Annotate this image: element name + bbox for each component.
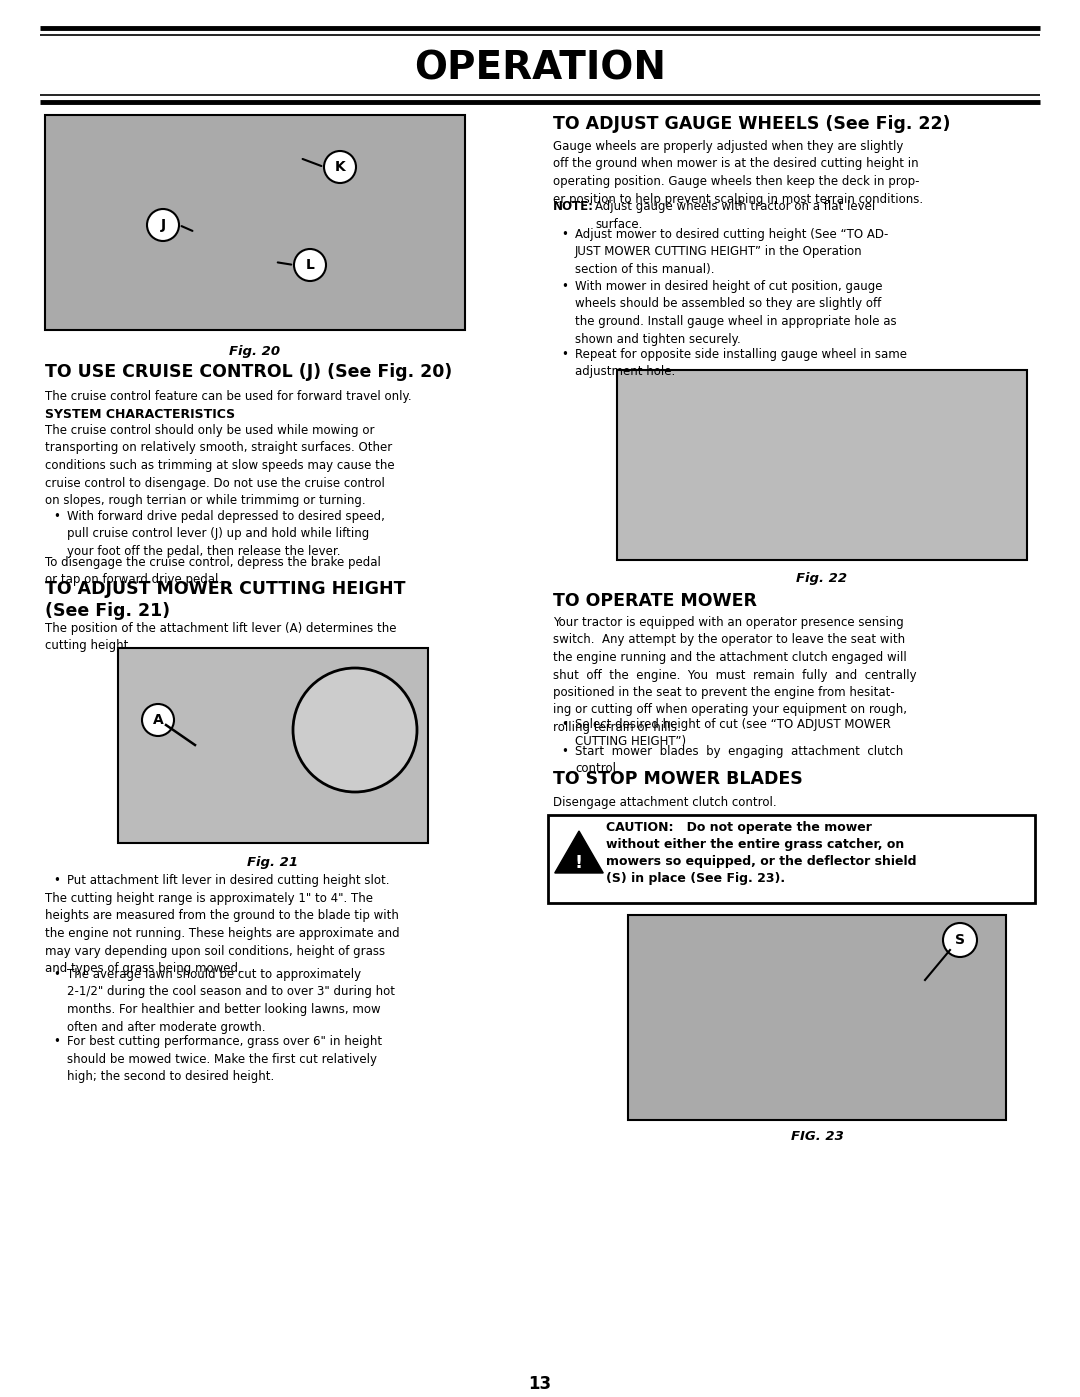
Text: With mower in desired height of cut position, gauge
wheels should be assembled s: With mower in desired height of cut posi… <box>575 279 896 345</box>
Text: TO ADJUST GAUGE WHEELS (See Fig. 22): TO ADJUST GAUGE WHEELS (See Fig. 22) <box>553 115 950 133</box>
Text: •: • <box>561 718 568 731</box>
Bar <box>45 115 465 330</box>
Text: The cutting height range is approximately 1" to 4". The
heights are measured fro: The cutting height range is approximatel… <box>45 893 400 975</box>
Text: J: J <box>161 218 165 232</box>
Text: Select desired height of cut (see “TO ADJUST MOWER
CUTTING HEIGHT”): Select desired height of cut (see “TO AD… <box>575 718 891 749</box>
Text: •: • <box>53 510 59 522</box>
Text: OPERATION: OPERATION <box>414 49 666 87</box>
Circle shape <box>294 249 326 281</box>
Text: The cruise control feature can be used for forward travel only.: The cruise control feature can be used f… <box>45 390 411 402</box>
Text: L: L <box>306 258 314 272</box>
Bar <box>627 915 1005 1120</box>
Text: SYSTEM CHARACTERISTICS: SYSTEM CHARACTERISTICS <box>45 408 235 420</box>
Text: NOTE:: NOTE: <box>553 200 594 212</box>
Bar <box>617 370 1027 560</box>
Text: •: • <box>53 1035 59 1048</box>
Circle shape <box>324 151 356 183</box>
Text: Adjust mower to desired cutting height (See “TO AD-
JUST MOWER CUTTING HEIGHT” i: Adjust mower to desired cutting height (… <box>575 228 889 277</box>
Text: The average lawn should be cut to approximately
2-1/2" during the cool season an: The average lawn should be cut to approx… <box>67 968 395 1034</box>
Circle shape <box>293 668 417 792</box>
Text: CAUTION:   Do not operate the mower
without either the entire grass catcher, on
: CAUTION: Do not operate the mower withou… <box>606 821 917 886</box>
Text: •: • <box>561 279 568 293</box>
Text: •: • <box>53 875 59 887</box>
Text: Adjust gauge wheels with tractor on a flat level
surface.: Adjust gauge wheels with tractor on a fl… <box>595 200 875 231</box>
Text: •: • <box>561 228 568 242</box>
Text: TO OPERATE MOWER: TO OPERATE MOWER <box>553 592 757 610</box>
Text: •: • <box>561 745 568 759</box>
Text: For best cutting performance, grass over 6" in height
should be mowed twice. Mak: For best cutting performance, grass over… <box>67 1035 382 1083</box>
Text: •: • <box>561 348 568 360</box>
Text: Start  mower  blades  by  engaging  attachment  clutch
control.: Start mower blades by engaging attachmen… <box>575 745 903 775</box>
Polygon shape <box>555 831 604 873</box>
Circle shape <box>943 923 977 957</box>
Text: Repeat for opposite side installing gauge wheel in same
adjustment hole.: Repeat for opposite side installing gaug… <box>575 348 907 379</box>
Text: To disengage the cruise control, depress the brake pedal
or tap on forward drive: To disengage the cruise control, depress… <box>45 556 381 587</box>
Text: Disengage attachment clutch control.: Disengage attachment clutch control. <box>553 796 777 809</box>
Text: With forward drive pedal depressed to desired speed,
pull cruise control lever (: With forward drive pedal depressed to de… <box>67 510 384 557</box>
Text: Fig. 22: Fig. 22 <box>796 571 848 585</box>
Text: TO STOP MOWER BLADES: TO STOP MOWER BLADES <box>553 770 802 788</box>
Text: S: S <box>955 933 966 947</box>
Text: K: K <box>335 161 346 175</box>
Text: Gauge wheels are properly adjusted when they are slightly
off the ground when mo: Gauge wheels are properly adjusted when … <box>553 140 923 205</box>
Text: Fig. 21: Fig. 21 <box>247 856 298 869</box>
Text: Put attachment lift lever in desired cutting height slot.: Put attachment lift lever in desired cut… <box>67 875 390 887</box>
Circle shape <box>141 704 174 736</box>
Text: FIG. 23: FIG. 23 <box>791 1130 843 1143</box>
Text: The cruise control should only be used while mowing or
transporting on relativel: The cruise control should only be used w… <box>45 425 394 507</box>
Text: •: • <box>53 968 59 981</box>
Text: 13: 13 <box>528 1375 552 1393</box>
Bar <box>548 814 1035 902</box>
Text: A: A <box>152 712 163 726</box>
Bar <box>118 648 428 842</box>
Text: Fig. 20: Fig. 20 <box>229 345 281 358</box>
Text: The position of the attachment lift lever (A) determines the
cutting height.: The position of the attachment lift leve… <box>45 622 396 652</box>
Text: Your tractor is equipped with an operator presence sensing
switch.  Any attempt : Your tractor is equipped with an operato… <box>553 616 917 733</box>
Text: TO USE CRUISE CONTROL (J) (See Fig. 20): TO USE CRUISE CONTROL (J) (See Fig. 20) <box>45 363 453 381</box>
Text: TO ADJUST MOWER CUTTING HEIGHT
(See Fig. 21): TO ADJUST MOWER CUTTING HEIGHT (See Fig.… <box>45 580 405 619</box>
Text: !: ! <box>575 854 583 872</box>
Circle shape <box>147 210 179 242</box>
